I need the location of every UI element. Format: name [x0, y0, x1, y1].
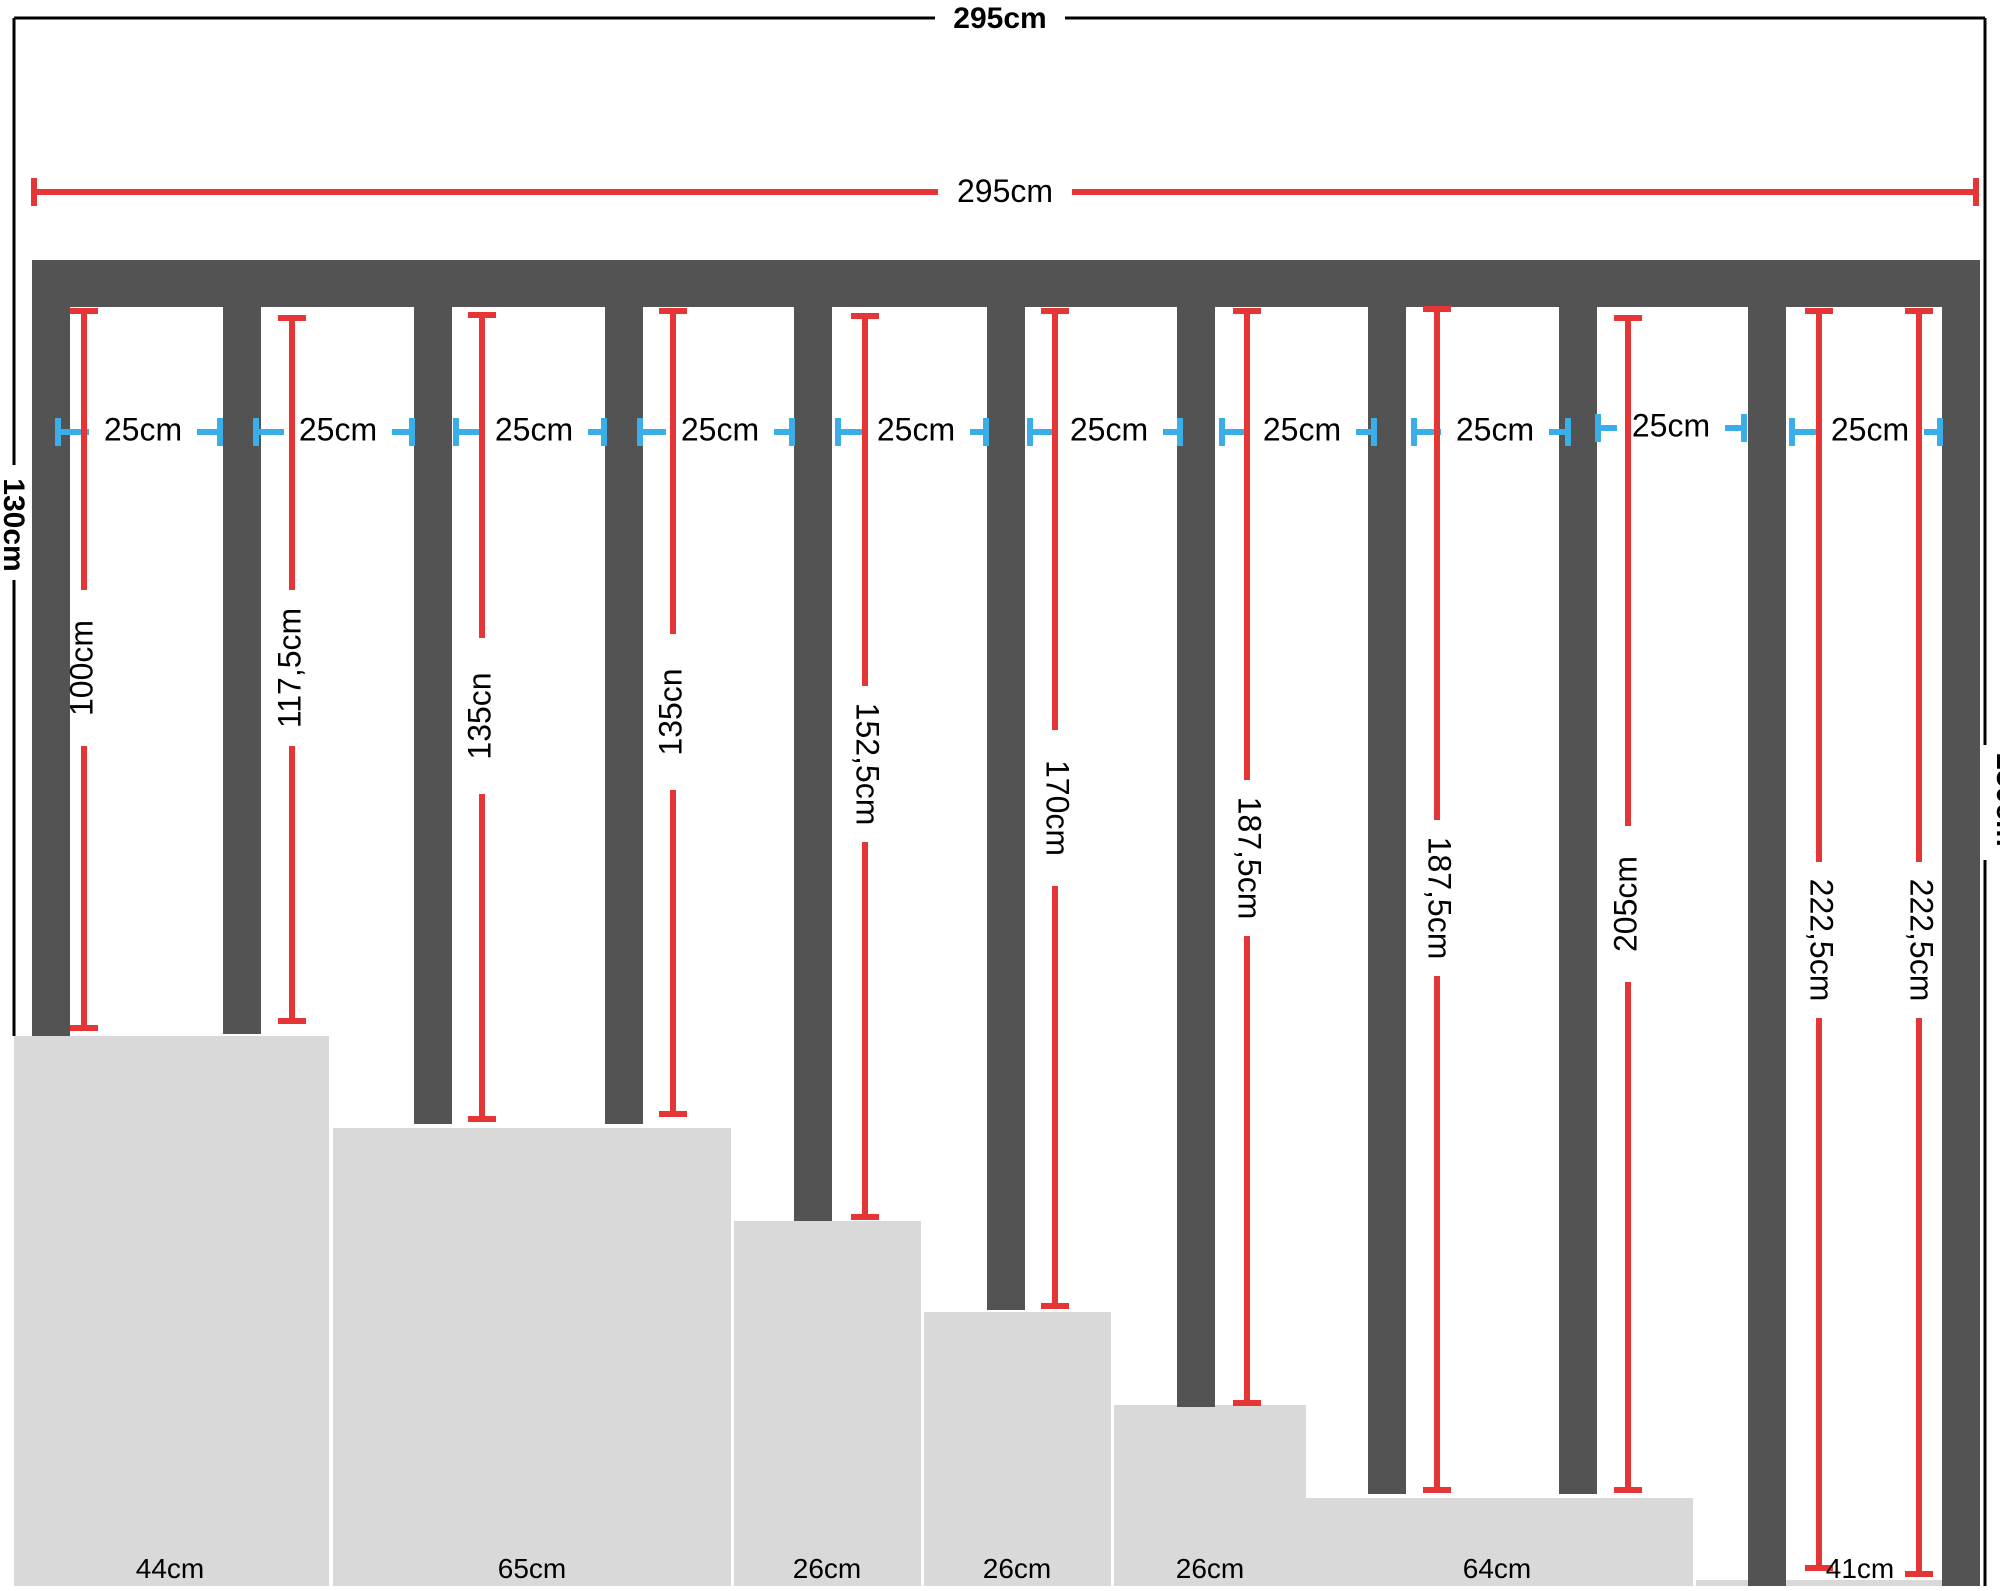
post-measure-7: 187,5cm: [1232, 308, 1268, 1406]
post-measure-3: 135cn: [461, 312, 497, 1122]
gap-label: 25cm: [1632, 407, 1710, 443]
gap-label: 25cm: [1456, 411, 1534, 447]
gap-measures: 25cm 25cm 25cm 25cm 25cm 25cm 25cm 25cm 25cm 25cm: [55, 407, 1943, 447]
step-5: [1114, 1405, 1306, 1586]
gap-label: 25cm: [299, 411, 377, 447]
step-width-label: 26cm: [983, 1553, 1051, 1584]
gap-measure-3: 25cm: [453, 411, 607, 447]
post-length-label: 152,5cm: [850, 703, 886, 826]
step-3: [734, 1221, 921, 1586]
step-1: [14, 1036, 329, 1586]
post-measure-2: 117,5cm: [271, 315, 307, 1024]
post-4: [605, 260, 643, 1124]
post-length-label: 117,5cm: [271, 608, 307, 728]
step-width-label: 26cm: [1176, 1553, 1244, 1584]
post-length-label: 222,5cm: [1804, 879, 1840, 1002]
step-4: [924, 1312, 1111, 1586]
post-length-label: 187,5cm: [1422, 837, 1458, 960]
post-measure-6: 170cm: [1040, 308, 1076, 1309]
red-width-label: 295cm: [957, 173, 1053, 209]
overall-dimensions: [12, 16, 1987, 1586]
post-measure-1: 100cm: [63, 308, 99, 1031]
red-width-measure: [31, 178, 1979, 206]
step-width-label: 41cm: [1826, 1553, 1894, 1584]
right-height-label: 230cm: [1990, 753, 2000, 846]
step-6: [1304, 1498, 1693, 1586]
gap-measure-4: 25cm: [637, 411, 795, 447]
post-8: [1368, 260, 1406, 1494]
gap-label: 25cm: [1831, 411, 1909, 447]
steps: [14, 1036, 1958, 1586]
step-width-labels: 44cm 65cm 26cm 26cm 26cm 64cm 41cm: [136, 1553, 1894, 1584]
post-length-label: 100cm: [63, 620, 99, 716]
post-length-measures: 100cm 117,5cm 135cn 135cn 152,5cm 170cm 187,5c…: [63, 306, 1940, 1577]
post-length-label: 222,5cm: [1904, 879, 1940, 1002]
post-1: [32, 260, 70, 1036]
post-measure-9: 205cm: [1607, 315, 1643, 1493]
gap-measure-1: 25cm: [55, 411, 223, 447]
post-length-label: 170cm: [1040, 760, 1076, 856]
post-3: [414, 260, 452, 1124]
gap-label: 25cm: [1263, 411, 1341, 447]
post-length-label: 205cm: [1607, 856, 1643, 952]
gap-measure-9: 25cm: [1595, 407, 1747, 443]
post-9: [1559, 260, 1597, 1494]
step-2: [333, 1128, 731, 1586]
gap-label: 25cm: [681, 411, 759, 447]
gap-label: 25cm: [877, 411, 955, 447]
post-measure-4: 135cn: [652, 308, 688, 1117]
post-length-label: 135cn: [652, 668, 688, 755]
post-6: [987, 260, 1025, 1310]
gap-measure-6: 25cm: [1027, 411, 1183, 447]
gap-measure-5: 25cm: [835, 411, 989, 447]
gap-label: 25cm: [495, 411, 573, 447]
gap-measure-10: 25cm: [1789, 411, 1943, 447]
step-7: [1696, 1580, 1958, 1586]
post-measure-11: 222,5cm: [1904, 308, 1940, 1577]
top-width-label: 295cm: [953, 2, 1046, 35]
post-5: [794, 260, 832, 1221]
gap-measure-7: 25cm: [1219, 411, 1377, 447]
gap-measure-2: 25cm: [253, 411, 415, 447]
post-7: [1177, 260, 1215, 1407]
post-2: [223, 260, 261, 1034]
post-10: [1748, 260, 1786, 1586]
post-length-label: 187,5cm: [1232, 797, 1268, 920]
step-width-label: 26cm: [793, 1553, 861, 1584]
step-width-label: 65cm: [498, 1553, 566, 1584]
frame: [32, 260, 1980, 1586]
post-11: [1942, 260, 1980, 1586]
post-measure-8: 187,5cm: [1422, 306, 1458, 1493]
post-measure-5: 152,5cm: [850, 313, 886, 1220]
step-width-label: 44cm: [136, 1553, 204, 1584]
left-height-label: 130cm: [0, 478, 30, 571]
post-measure-10: 222,5cm: [1804, 308, 1840, 1571]
gap-label: 25cm: [104, 411, 182, 447]
gap-label: 25cm: [1070, 411, 1148, 447]
step-width-label: 64cm: [1463, 1553, 1531, 1584]
gap-measure-8: 25cm: [1411, 411, 1571, 447]
post-length-label: 135cn: [461, 672, 497, 759]
